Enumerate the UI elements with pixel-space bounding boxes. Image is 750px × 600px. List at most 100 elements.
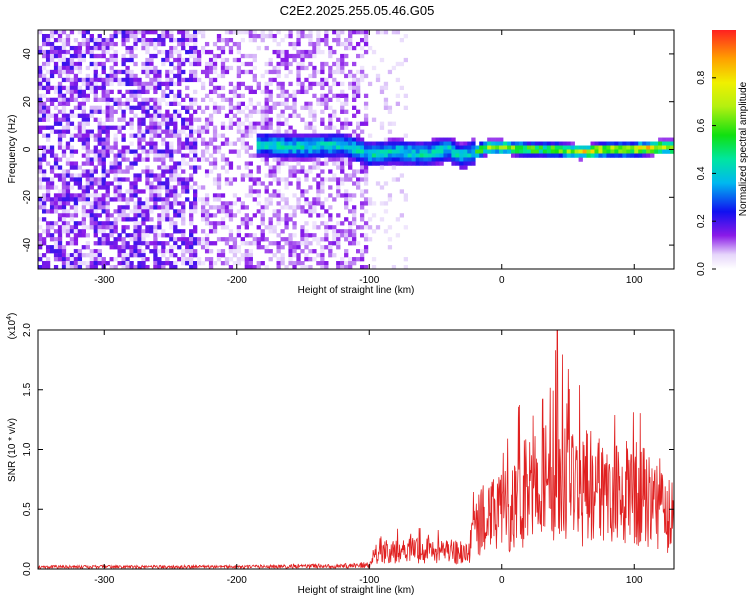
spectrogram-cell xyxy=(197,197,202,202)
spectrogram-cell xyxy=(149,205,154,210)
spectrogram-cell xyxy=(216,53,222,59)
x-tick-label: -300 xyxy=(94,275,114,286)
spectrogram-cell xyxy=(125,73,130,79)
spectrogram-cell xyxy=(65,265,71,270)
spectrogram-cell xyxy=(359,121,365,126)
spectrogram-cell xyxy=(101,41,106,47)
spectrogram-cell xyxy=(340,121,345,126)
spectrogram-cell xyxy=(320,97,325,102)
spectrogram-cell xyxy=(312,73,317,79)
spectrogram-cell xyxy=(165,189,170,194)
spectrogram-cell xyxy=(69,53,75,59)
spectrogram-cell xyxy=(288,241,293,246)
spectrogram-cell xyxy=(133,30,138,35)
spectrogram-cell xyxy=(399,149,405,154)
spectrogram-cell xyxy=(141,253,146,258)
spectrogram-cell xyxy=(41,145,47,150)
spectrogram-cell xyxy=(280,229,285,234)
spectrogram-cell xyxy=(137,157,142,162)
spectrogram-cell xyxy=(38,45,43,51)
spectrogram-cell xyxy=(340,193,345,198)
spectrogram-cell xyxy=(129,265,134,270)
spectrogram-cell xyxy=(288,129,293,134)
spectrogram-cell xyxy=(455,141,460,146)
spectrogram-cell xyxy=(161,149,166,154)
spectrogram-cell xyxy=(340,41,345,47)
spectrogram-cell xyxy=(272,189,277,194)
spectrogram-cell xyxy=(216,145,222,150)
spectrogram-cell xyxy=(133,33,138,39)
spectrogram-cell xyxy=(268,137,273,142)
spectrogram-cell xyxy=(546,145,552,150)
spectrogram-cell xyxy=(228,205,234,210)
spectrogram-cell xyxy=(367,149,373,154)
spectrogram-cell xyxy=(379,157,385,162)
spectrogram-cell xyxy=(300,61,305,67)
spectrogram-cell xyxy=(292,241,297,246)
spectrogram-cell xyxy=(280,109,285,114)
spectrogram-cell xyxy=(133,173,138,178)
spectrogram-cell xyxy=(185,177,190,182)
spectrogram-cell xyxy=(332,173,337,178)
spectrogram-cell xyxy=(181,161,186,166)
spectrogram-cell xyxy=(268,109,273,114)
spectrogram-cell xyxy=(328,205,333,210)
spectrogram-cell xyxy=(177,161,182,166)
spectrogram-cell xyxy=(288,113,293,118)
spectrogram-cell xyxy=(435,137,440,142)
spectrogram-cells xyxy=(38,30,675,270)
spectrogram-cell xyxy=(157,81,162,87)
spectrogram-cell xyxy=(344,41,349,47)
spectrogram-cell xyxy=(89,181,94,186)
spectrogram-cell xyxy=(483,153,488,158)
spectrogram-cell xyxy=(129,93,134,99)
spectrogram-cell xyxy=(45,197,51,202)
spectrogram-cell xyxy=(109,181,114,186)
spectrogram-cell xyxy=(85,45,90,51)
spectrogram-cell xyxy=(93,65,98,71)
spectrogram-cell xyxy=(89,129,94,134)
spectrogram-cell xyxy=(129,133,134,138)
spectrogram-cell xyxy=(193,77,198,83)
spectrogram-cell xyxy=(69,253,75,258)
spectrogram-cell xyxy=(89,49,94,55)
spectrogram-cell xyxy=(344,73,349,79)
spectrogram-cell xyxy=(328,121,333,126)
spectrogram-cell xyxy=(141,229,146,234)
spectrogram-cell xyxy=(574,145,579,150)
spectrogram-cell xyxy=(69,197,75,202)
spectrogram-cell xyxy=(316,193,321,198)
spectrogram-cell xyxy=(200,129,206,134)
spectrogram-cell xyxy=(41,33,47,39)
spectrogram-cell xyxy=(320,257,325,262)
x-tick-label: -200 xyxy=(227,575,247,586)
spectrogram-cell xyxy=(328,177,333,182)
spectrogram-cell xyxy=(121,69,126,75)
spectrogram-cell xyxy=(161,93,166,99)
spectrogram-cell xyxy=(117,125,122,130)
spectrogram-cell xyxy=(232,30,238,35)
spectrogram-cell xyxy=(344,173,349,178)
spectrogram-cell xyxy=(85,37,90,43)
spectrogram-cell xyxy=(550,145,556,150)
spectrogram-cell xyxy=(268,217,273,222)
spectrogram-cell xyxy=(391,145,397,150)
spectrogram-cell xyxy=(499,141,504,146)
spectrogram-cell xyxy=(296,137,301,142)
spectrogram-cell xyxy=(340,165,345,170)
spectrogram-cell xyxy=(320,177,325,182)
spectrogram-cell xyxy=(562,141,567,146)
spectrogram-cell xyxy=(220,125,226,130)
spectrogram-cell xyxy=(356,125,361,130)
spectrogram-cell xyxy=(344,189,349,194)
spectrogram-cell xyxy=(41,93,47,99)
spectrogram-cell xyxy=(220,133,226,138)
spectrogram-cell xyxy=(97,213,102,218)
spectrogram-cell xyxy=(606,141,611,146)
spectrogram-cell xyxy=(228,229,234,234)
spectrogram-cell xyxy=(618,141,623,146)
spectrogram-cell xyxy=(93,213,98,218)
spectrogram-cell xyxy=(304,197,309,202)
spectrogram-cell xyxy=(240,129,245,134)
spectrogram-cell xyxy=(499,137,504,142)
